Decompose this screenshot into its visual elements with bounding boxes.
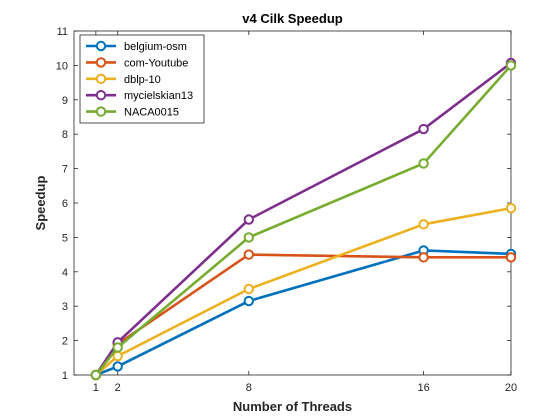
legend-marker-naca0015 [95, 106, 107, 117]
legend: belgium-osm com-Youtube dblp-10 mycielskian… [79, 34, 205, 124]
y-axis-label: Speedup [33, 175, 48, 230]
x-tick-label: 8 [246, 382, 252, 394]
data-point-dblp-10 [418, 219, 429, 230]
y-tick-label: 5 [62, 232, 68, 244]
y-tick-label: 11 [57, 26, 68, 38]
data-point-naca0015 [90, 369, 102, 381]
data-point-naca0015 [243, 232, 255, 243]
data-point-com-youtube [505, 252, 517, 263]
legend-marker-com-youtube [95, 57, 107, 68]
data-point-dblp-10 [505, 202, 517, 214]
x-tick-label: 16 [417, 382, 429, 394]
legend-marker-mycielskian13 [95, 90, 107, 101]
data-point-naca0015 [418, 158, 429, 169]
legend-marker-dblp-10 [95, 73, 107, 85]
data-point-mycielskian13 [418, 123, 429, 135]
y-tick-label: 8 [62, 129, 68, 141]
y-tick-label: 9 [62, 95, 68, 107]
data-point-dblp-10 [243, 283, 255, 295]
legend-label-naca0015: NACA0015 [124, 107, 179, 119]
chart-title: v4 Cilk Speedup [242, 11, 342, 26]
data-point-naca0015 [505, 60, 517, 71]
y-tick-label: 7 [62, 164, 68, 176]
legend-label-belgium-osm: belgium-osm [124, 41, 187, 53]
y-tick-label: 1 [62, 370, 68, 382]
data-point-com-youtube [418, 252, 429, 263]
series-lines [90, 57, 517, 381]
legend-label-mycielskian13: mycielskian13 [124, 90, 193, 102]
data-point-belgium-osm [243, 295, 255, 307]
x-axis-label: Number of Threads [233, 399, 352, 414]
x-tick-label: 2 [115, 382, 121, 394]
data-point-com-youtube [243, 249, 255, 260]
y-tick-label: 2 [62, 336, 68, 348]
series-naca0015 [90, 60, 517, 381]
legend-marker-belgium-osm [95, 40, 107, 52]
data-point-mycielskian13 [243, 214, 255, 225]
y-tick-label: 10 [56, 60, 68, 72]
x-tick-label: 1 [93, 382, 99, 394]
y-tick-label: 4 [62, 267, 68, 279]
legend-label-dblp-10: dblp-10 [124, 74, 161, 86]
y-tick-label: 3 [62, 301, 68, 313]
x-tick-label: 20 [505, 382, 517, 394]
axis-ticks: 1 2 8 16 20 1 2 3 4 5 6 7 8 9 10 11 [56, 26, 517, 394]
data-point-belgium-osm [112, 361, 123, 372]
y-tick-label: 6 [62, 198, 68, 210]
legend-label-com-youtube: com-Youtube [124, 57, 188, 69]
data-point-naca0015 [112, 342, 123, 353]
